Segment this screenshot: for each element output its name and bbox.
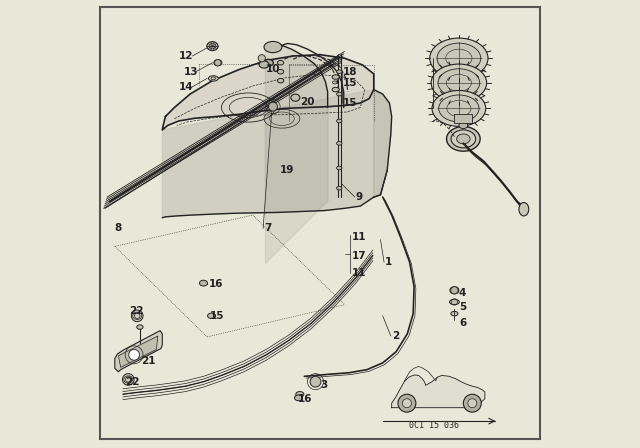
Text: 7: 7: [264, 224, 271, 233]
Ellipse shape: [337, 119, 342, 123]
Ellipse shape: [451, 130, 476, 148]
Text: 22: 22: [125, 377, 140, 387]
Text: 15: 15: [342, 78, 357, 88]
Ellipse shape: [209, 76, 218, 81]
Ellipse shape: [447, 127, 480, 151]
Ellipse shape: [207, 42, 218, 51]
Text: 1: 1: [385, 257, 392, 267]
Ellipse shape: [450, 287, 459, 294]
Ellipse shape: [264, 41, 282, 53]
Text: 6: 6: [459, 318, 466, 327]
Ellipse shape: [449, 299, 460, 305]
Text: 4: 4: [459, 289, 467, 298]
Circle shape: [269, 102, 278, 111]
Ellipse shape: [337, 186, 342, 190]
Text: 17: 17: [351, 251, 366, 261]
Ellipse shape: [278, 69, 284, 74]
Bar: [454, 114, 472, 123]
Circle shape: [125, 377, 131, 382]
Circle shape: [215, 60, 221, 66]
Polygon shape: [374, 90, 392, 197]
Ellipse shape: [431, 64, 486, 102]
Ellipse shape: [430, 38, 488, 78]
Text: 19: 19: [280, 165, 294, 175]
Ellipse shape: [337, 142, 342, 145]
Ellipse shape: [332, 75, 339, 79]
Text: 3: 3: [320, 380, 327, 390]
Text: 21: 21: [141, 356, 156, 366]
Polygon shape: [115, 331, 163, 372]
Text: 2: 2: [392, 331, 399, 341]
Ellipse shape: [333, 81, 337, 84]
Text: 20: 20: [300, 97, 314, 107]
Text: 10: 10: [266, 65, 281, 74]
Circle shape: [129, 349, 140, 360]
Circle shape: [134, 313, 140, 319]
Circle shape: [403, 399, 412, 408]
Polygon shape: [118, 336, 158, 367]
Ellipse shape: [214, 60, 222, 66]
Circle shape: [258, 55, 266, 62]
Text: 12: 12: [179, 51, 193, 61]
Ellipse shape: [207, 313, 216, 319]
Ellipse shape: [264, 60, 273, 66]
Circle shape: [398, 394, 416, 412]
Polygon shape: [163, 55, 374, 130]
Circle shape: [468, 399, 477, 408]
Text: 15: 15: [342, 98, 357, 108]
Ellipse shape: [456, 134, 470, 144]
Ellipse shape: [278, 60, 284, 65]
Ellipse shape: [294, 395, 303, 401]
Ellipse shape: [432, 90, 486, 126]
Text: 8: 8: [114, 224, 121, 233]
Text: 14: 14: [179, 82, 193, 92]
Ellipse shape: [337, 92, 342, 96]
Ellipse shape: [278, 78, 284, 83]
Circle shape: [131, 310, 143, 322]
Ellipse shape: [209, 43, 216, 49]
Ellipse shape: [437, 43, 481, 73]
Text: 13: 13: [184, 67, 198, 77]
Text: 18: 18: [342, 67, 357, 77]
Circle shape: [451, 287, 458, 294]
Text: 5: 5: [459, 302, 466, 312]
Text: 11: 11: [351, 233, 366, 242]
Text: 15: 15: [210, 311, 225, 321]
Polygon shape: [392, 375, 485, 408]
Ellipse shape: [459, 122, 468, 129]
Ellipse shape: [332, 87, 339, 92]
Text: 9: 9: [356, 192, 363, 202]
Ellipse shape: [337, 70, 342, 73]
Ellipse shape: [291, 94, 300, 101]
Ellipse shape: [337, 166, 342, 170]
Circle shape: [310, 376, 321, 387]
Text: 16: 16: [209, 280, 223, 289]
Ellipse shape: [259, 61, 269, 68]
Text: 22: 22: [130, 306, 144, 316]
Circle shape: [463, 394, 481, 412]
Ellipse shape: [519, 202, 529, 216]
Ellipse shape: [439, 95, 479, 122]
Text: 16: 16: [298, 394, 312, 404]
Text: 11: 11: [351, 268, 366, 278]
Text: 0C1 15 036: 0C1 15 036: [409, 421, 460, 430]
Polygon shape: [163, 90, 374, 218]
Ellipse shape: [137, 325, 143, 329]
Ellipse shape: [451, 311, 458, 316]
Circle shape: [122, 374, 134, 385]
Ellipse shape: [438, 69, 480, 97]
Ellipse shape: [296, 392, 304, 397]
Ellipse shape: [200, 280, 207, 286]
